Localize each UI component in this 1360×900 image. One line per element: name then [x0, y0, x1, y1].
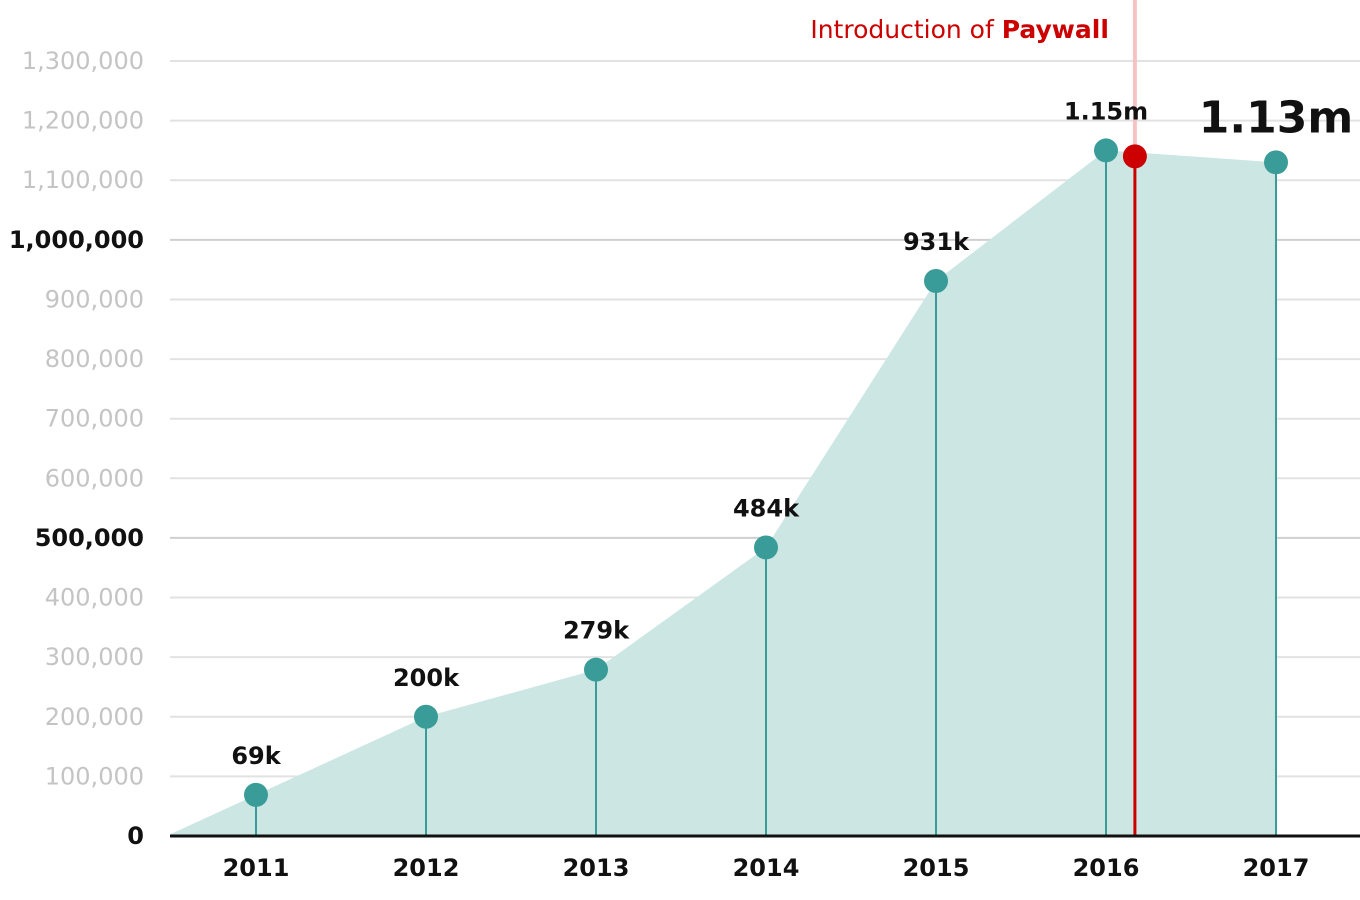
y-tick-label: 1,200,000 — [22, 107, 144, 135]
data-label: 200k — [393, 664, 460, 692]
data-point — [1094, 138, 1118, 163]
data-label: 931k — [903, 228, 970, 256]
y-tick-label: 400,000 — [45, 584, 144, 612]
y-tick-label: 100,000 — [45, 762, 144, 790]
data-point — [1264, 150, 1288, 175]
x-tick-label: 2012 — [393, 854, 460, 882]
data-label: 484k — [733, 494, 800, 522]
x-tick-label: 2017 — [1243, 854, 1310, 882]
paywall-point — [1122, 144, 1147, 169]
y-tick-label: 1,100,000 — [22, 166, 144, 194]
x-tick-label: 2013 — [563, 854, 630, 882]
data-point — [244, 782, 268, 807]
y-tick-label: 200,000 — [45, 703, 144, 731]
y-tick-label: 700,000 — [45, 405, 144, 433]
data-point — [754, 535, 778, 560]
annotation-prefix: Introduction of — [810, 15, 1001, 44]
area-fill — [170, 150, 1276, 836]
data-label: 1.13m — [1199, 92, 1353, 143]
paywall-annotation: Introduction of Paywall — [810, 0, 1137, 836]
y-tick-label: 600,000 — [45, 464, 144, 492]
y-tick-label: 1,000,000 — [9, 226, 144, 254]
x-tick-label: 2011 — [223, 854, 290, 882]
y-tick-label: 300,000 — [45, 643, 144, 671]
data-label: 1.15m — [1064, 97, 1148, 125]
y-axis-ticks: 0 100,000 200,000 300,000 400,000 500,000 600,… — [9, 47, 144, 850]
y-tick-label: 900,000 — [45, 285, 144, 313]
y-tick-label: 800,000 — [45, 345, 144, 373]
y-tick-label: 500,000 — [35, 524, 144, 552]
paywall-annotation-label: Introduction of Paywall — [810, 15, 1109, 44]
data-points — [244, 138, 1288, 807]
x-tick-label: 2014 — [733, 854, 800, 882]
data-point — [414, 704, 438, 729]
data-label: 279k — [563, 617, 630, 645]
annotation-emphasis: Paywall — [1002, 15, 1109, 44]
y-tick-label: 1,300,000 — [22, 47, 144, 75]
x-tick-label: 2016 — [1073, 854, 1140, 882]
data-point — [924, 268, 948, 293]
x-tick-label: 2015 — [903, 854, 970, 882]
stem-lines — [255, 150, 1277, 836]
data-point — [584, 657, 608, 682]
data-label: 69k — [231, 742, 281, 770]
y-tick-label: 0 — [127, 822, 144, 850]
area-fill-layer — [170, 150, 1276, 836]
data-labels: 69k 200k 279k 484k 931k 1.15m 1.13m — [231, 92, 1353, 770]
x-axis-ticks: 2011 2012 2013 2014 2015 2016 2017 — [170, 834, 1360, 882]
